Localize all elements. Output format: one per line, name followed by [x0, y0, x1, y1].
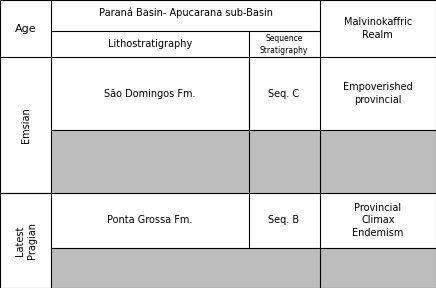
Bar [51, 130, 436, 193]
Bar [0, 57, 436, 130]
Text: Seq. C: Seq. C [269, 89, 300, 98]
Bar [0, 248, 436, 288]
Bar [0, 0, 436, 57]
Text: Emsian: Emsian [21, 107, 31, 143]
Text: Provincial
Climax
Endemism: Provincial Climax Endemism [352, 203, 403, 238]
Text: Latest
Pragian: Latest Pragian [15, 222, 37, 259]
Text: Lithostratigraphy: Lithostratigraphy [108, 39, 192, 50]
Text: São Domingos Fm.: São Domingos Fm. [104, 89, 196, 98]
Bar [0, 193, 436, 248]
Text: Malvinokaffric
Realm: Malvinokaffric Realm [344, 17, 412, 40]
Text: Age: Age [15, 24, 37, 33]
Text: Paraná Basin- Apucarana sub-Basin: Paraná Basin- Apucarana sub-Basin [99, 8, 272, 18]
Bar [51, 248, 436, 288]
Text: Sequence
Stratigraphy: Sequence Stratigraphy [260, 35, 308, 54]
Bar [0, 130, 436, 193]
Text: Seq. B: Seq. B [269, 215, 300, 226]
Text: Ponta Grossa Fm.: Ponta Grossa Fm. [107, 215, 193, 226]
Text: Empoverished
provincial: Empoverished provincial [343, 82, 412, 105]
